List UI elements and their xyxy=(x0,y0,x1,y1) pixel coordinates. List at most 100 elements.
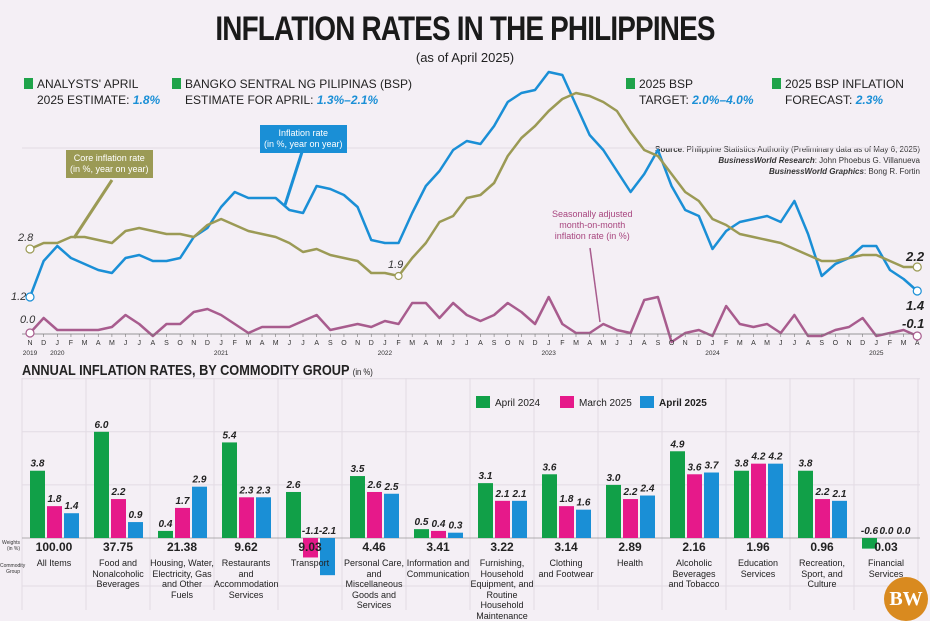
category-label-line: and Tobacco xyxy=(662,579,726,590)
bar-value-label: 2.2 xyxy=(111,487,126,498)
bar-value-label: 1.4 xyxy=(65,501,79,512)
category-label-line: Communication xyxy=(406,569,470,580)
callout-line: Inflation rate xyxy=(264,128,343,139)
x-tick-label-month: J xyxy=(711,340,715,347)
bar-april-2024 xyxy=(734,471,749,538)
category-weight: 0.96 xyxy=(790,540,854,554)
bar-value-label: 2.9 xyxy=(192,475,207,486)
x-tick-label-month: F xyxy=(396,340,400,347)
callout-leader-headline xyxy=(285,152,302,205)
category-label-line: Information and xyxy=(406,558,470,569)
bar-value-label: 2.6 xyxy=(286,480,301,491)
x-tick-label-month: D xyxy=(41,340,46,347)
category-label-line: Food and xyxy=(86,558,150,569)
bar-value-label: 3.7 xyxy=(705,461,719,472)
x-tick-label-year: 2020 xyxy=(50,350,65,357)
x-tick-label-month: J xyxy=(875,340,879,347)
x-tick-label-month: A xyxy=(806,340,811,347)
bar-april-2025 xyxy=(576,510,591,538)
bar-march-2025 xyxy=(559,506,574,538)
x-tick-label-year: 2021 xyxy=(214,350,229,357)
category-label-line: Personal Care, xyxy=(342,558,406,569)
legend-march-2025: March 2025 xyxy=(560,396,632,409)
label-headline-start: 1.2 xyxy=(11,291,26,303)
x-tick-label-month: M xyxy=(409,340,415,347)
x-tick-label-month: O xyxy=(505,340,511,347)
legend-april-2024: April 2024 xyxy=(476,396,540,409)
bar-value-label: 6.0 xyxy=(95,420,109,431)
category-label: Health xyxy=(598,558,662,569)
x-tick-label-year: 2024 xyxy=(705,350,720,357)
category-weight: 4.46 xyxy=(342,540,406,554)
category-weight: 1.96 xyxy=(726,540,790,554)
category-weight: 100.00 xyxy=(22,540,86,554)
callout-line: (in %, year on year) xyxy=(264,139,343,150)
category-label-line: Accommodation xyxy=(214,579,278,590)
x-tick-label-month: A xyxy=(751,340,756,347)
bar-value-label: 3.8 xyxy=(799,459,813,470)
bar-april-2025 xyxy=(256,497,271,538)
x-tick-label-month: J xyxy=(383,340,387,347)
category-label-line: and Footwear xyxy=(534,569,598,580)
series-line-core xyxy=(30,93,917,276)
category-label-line: Clothing xyxy=(534,558,598,569)
x-tick-label-month: O xyxy=(669,340,675,347)
bar-value-label: 0.3 xyxy=(449,521,463,532)
category-label-line: Culture xyxy=(790,579,854,590)
legend-swatch xyxy=(560,396,574,408)
category-weight: 21.38 xyxy=(150,540,214,554)
x-tick-label-month: J xyxy=(137,340,141,347)
bar-value-label: 3.6 xyxy=(543,462,557,473)
label-headline-end: 1.4 xyxy=(906,298,924,313)
bar-april-2025 xyxy=(832,501,847,538)
x-tick-label-month: N xyxy=(355,340,360,347)
bar-april-2025 xyxy=(768,464,783,538)
x-tick-label-month: A xyxy=(915,340,920,347)
category-weight: 3.41 xyxy=(406,540,470,554)
bar-value-label: 2.4 xyxy=(640,484,655,495)
bar-april-2024 xyxy=(94,432,109,538)
bar-value-label: 5.4 xyxy=(223,430,237,441)
x-tick-label-month: D xyxy=(205,340,210,347)
legend-label: April 2025 xyxy=(659,398,707,409)
label-mom-end: -0.1 xyxy=(902,316,924,331)
x-tick-label-year: 2022 xyxy=(378,350,393,357)
bar-value-label: 2.3 xyxy=(256,485,271,496)
category-label-line: Services xyxy=(214,590,278,601)
x-tick-label-month: J xyxy=(779,340,783,347)
bar-march-2025 xyxy=(47,506,62,538)
category-weight: 3.14 xyxy=(534,540,598,554)
category-label: All Items xyxy=(22,558,86,569)
x-tick-label-month: S xyxy=(656,340,661,347)
bar-value-label: 4.2 xyxy=(751,452,766,463)
bar-value-label: -0.6 xyxy=(861,526,879,537)
x-tick-label-month: M xyxy=(737,340,743,347)
x-tick-label-month: S xyxy=(819,340,824,347)
category-weight: 37.75 xyxy=(86,540,150,554)
bar-april-2025 xyxy=(704,473,719,538)
label-core-end: 2.2 xyxy=(906,249,924,264)
legend-label: March 2025 xyxy=(579,398,632,409)
x-tick-label-month: J xyxy=(288,340,292,347)
x-tick-label-month: N xyxy=(846,340,851,347)
bar-value-label: 3.0 xyxy=(607,473,621,484)
category-label-line: Electricity, Gas xyxy=(150,569,214,580)
x-tick-label-month: J xyxy=(124,340,128,347)
category-weight: 9.03 xyxy=(278,540,342,554)
bar-march-2025 xyxy=(751,464,766,538)
x-tick-label-month: J xyxy=(219,340,223,347)
x-tick-label-month: J xyxy=(793,340,797,347)
category-label-line: Restaurants and xyxy=(214,558,278,579)
endpoint-marker-core xyxy=(26,245,34,253)
legend-april-2025: April 2025 xyxy=(640,396,707,409)
x-tick-label-month: J xyxy=(615,340,619,347)
endpoint-marker-mom xyxy=(26,329,34,337)
bar-value-label: 0.9 xyxy=(129,510,143,521)
bar-april-2024 xyxy=(670,451,685,538)
category-label-line: Nonalcoholic xyxy=(86,569,150,580)
category-weight: 2.16 xyxy=(662,540,726,554)
x-tick-label-month: M xyxy=(573,340,579,347)
